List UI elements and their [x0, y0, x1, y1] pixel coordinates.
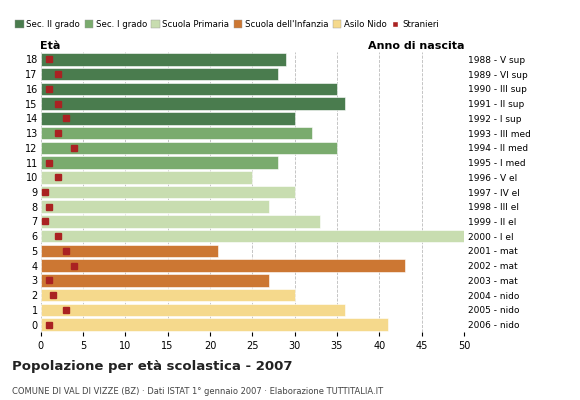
- Bar: [41, 127, 311, 139]
- Legend: Sec. II grado, Sec. I grado, Scuola Primaria, Scuola dell'Infanzia, Asilo Nido, : Sec. II grado, Sec. I grado, Scuola Prim…: [15, 20, 439, 29]
- Bar: [41, 318, 388, 331]
- Bar: [41, 68, 278, 80]
- Bar: [41, 289, 295, 302]
- Bar: [41, 200, 269, 213]
- Bar: [41, 230, 464, 242]
- Bar: [41, 304, 346, 316]
- Bar: [41, 53, 286, 66]
- Bar: [41, 82, 337, 95]
- Bar: [41, 97, 346, 110]
- Bar: [41, 171, 252, 184]
- Bar: [41, 142, 337, 154]
- Text: COMUNE DI VAL DI VIZZE (BZ) · Dati ISTAT 1° gennaio 2007 · Elaborazione TUTTITAL: COMUNE DI VAL DI VIZZE (BZ) · Dati ISTAT…: [12, 387, 383, 396]
- Text: Popolazione per età scolastica - 2007: Popolazione per età scolastica - 2007: [12, 360, 292, 373]
- Text: Età: Età: [40, 41, 60, 51]
- Bar: [41, 245, 219, 257]
- Bar: [41, 156, 278, 169]
- Bar: [41, 112, 295, 124]
- Bar: [41, 260, 405, 272]
- Bar: [41, 186, 295, 198]
- Bar: [41, 215, 320, 228]
- Text: Anno di nascita: Anno di nascita: [368, 41, 464, 51]
- Bar: [41, 274, 269, 287]
